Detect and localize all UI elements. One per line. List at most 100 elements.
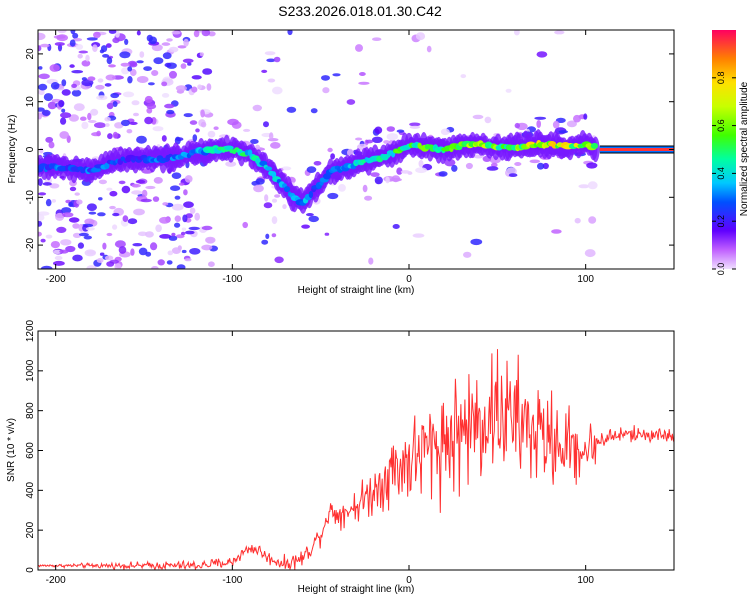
spectrogram-noise-dot [391,175,401,183]
spectrogram-noise-dot [84,218,95,225]
spectrogram-noise-dot [81,121,89,130]
spectrogram-noise-dot [97,212,106,217]
spectrogram-noise-dot [85,227,95,231]
spectrogram-noise-dot [374,126,383,134]
ridge-mark [590,142,599,149]
spectrogram-noise-dot [48,141,55,149]
spectrogram-noise-dot [346,99,356,105]
spectrogram-noise-dot [151,266,159,269]
spectrogram-noise-dot [386,133,398,141]
spectrogram-noise-dot [133,112,139,117]
ridge-mark [284,186,291,193]
spectrogram-noise-dot [440,128,450,136]
spectrogram-noise-dot [144,116,154,125]
spectrogram-noise-dot [365,139,374,144]
spectrogram-noise-dot [171,247,181,255]
spectrogram-noise-dot [121,185,131,194]
spectrogram-noise-dot [566,120,578,128]
spectrogram-noise-dot [131,190,143,195]
spectrogram-noise-dot [98,179,107,185]
spectrogram-noise-dot [243,128,251,132]
spectrogram-noise-dot [261,69,268,73]
spectrogram-noise-dot [148,82,155,86]
spectrogram-noise-dot [189,207,196,214]
spectrogram-noise-dot [40,265,53,269]
spectrogram-noise-dot [72,254,83,262]
spectrogram-noise-dot [112,212,120,217]
spectrogram-noise-dot [81,79,94,87]
spectrogram-noise-dot [200,121,207,128]
spectrogram-noise-dot [43,93,54,102]
spectrogram-noise-dot [552,120,560,129]
spectrogram-noise-dot [122,91,135,98]
spectrogram-noise-dot [438,171,448,177]
spectrogram-ridge [38,129,674,214]
spectrogram-noise-dot [96,95,108,101]
spectrogram-noise-dot [415,167,427,174]
spectrogram-noise-dot [451,164,458,172]
spectrogram-noise-dot [105,74,116,81]
colorbar-tick-label: 0.8 [716,72,726,85]
spectrogram-noise-dot [174,222,181,228]
spectrogram-noise-dot [392,224,400,229]
colorbar-tick-label: 0.0 [716,263,726,276]
spectrogram-noise-dot [86,37,98,41]
spectrogram-noise-dot [558,130,568,134]
spectrogram-noise-dot [273,56,281,63]
spectrogram-noise-dot [45,136,54,143]
spectrogram-noise-dot [192,134,198,142]
spectrogram-noise-dot [112,37,120,44]
spectrogram-noise-dot [60,117,67,125]
spectrogram-noise-dot [129,121,138,125]
snr-y-tick-label: 400 [25,482,36,499]
spectrogram-noise-dot [573,114,581,123]
spectrogram-noise-dot [136,60,144,64]
spectrogram-noise-dot [104,116,111,122]
spectrogram-noise-dot [184,258,192,262]
spectrogram-noise-dot [551,229,562,234]
spectrogram-noise-dot [327,192,339,200]
spectrogram-noise-dot [112,224,118,230]
spectrogram-noise-dot [106,102,114,110]
spectrogram-noise-dot [74,192,80,196]
spectrogram-noise-dot [206,83,212,91]
spectrogram-noise-dot [138,231,148,237]
spectrogram-noise-dot [185,213,193,219]
spectrogram-noise-dot [68,114,79,122]
spectrogram-noise-dot [310,108,318,114]
spectrogram-noise-dot [38,213,45,222]
spectrogram-noise-dot [40,238,46,243]
colorbar: 0.0 0.2 0.4 0.6 0.8 Normalized spectral ampl… [712,30,750,275]
spectrogram-noise-dot [107,133,113,140]
spectrogram-noise-dot [396,129,405,133]
spectrogram-noise-dot [383,140,390,144]
spectrogram-noise-dot [126,129,133,134]
spectrogram-noise-dot [177,45,187,49]
spectrogram-noise-dot [213,126,219,130]
spectrogram-noise-dot [183,201,194,208]
snr-y-label: SNR (10 * v/v) [6,418,17,482]
spectrogram-noise-dot [400,170,411,174]
spectrogram-noise-dot [274,256,284,264]
snr-y-tick-label: 1000 [25,359,36,382]
spectrogram-noise-dot [106,232,113,237]
spectrogram-noise-dot [181,227,187,231]
spectrogram-noise-dot [201,244,213,251]
spectrogram-noise-dot [127,76,133,84]
spectrogram-noise-dot [96,130,101,137]
spectrogram-noise-dot [537,162,545,170]
spectrogram-noise-dot [574,217,581,224]
spectrogram-noise-dot [75,44,84,50]
spectrogram-noise-dot [78,223,84,232]
spectrogram-noise-dot [53,249,62,254]
spectrogram-noise-dot [267,78,276,83]
spectrogram-noise-dot [415,32,426,41]
spectrogram-noise-dot [108,64,116,68]
spectrogram-noise-dot [69,39,76,47]
spectrogram-noise-dot [161,93,170,98]
spectrogram-noise-dot [578,184,590,189]
spectrogram-noise-dot [281,166,292,171]
spectrogram-noise-dot [152,196,160,202]
spectrogram-noise-dot [150,242,158,251]
